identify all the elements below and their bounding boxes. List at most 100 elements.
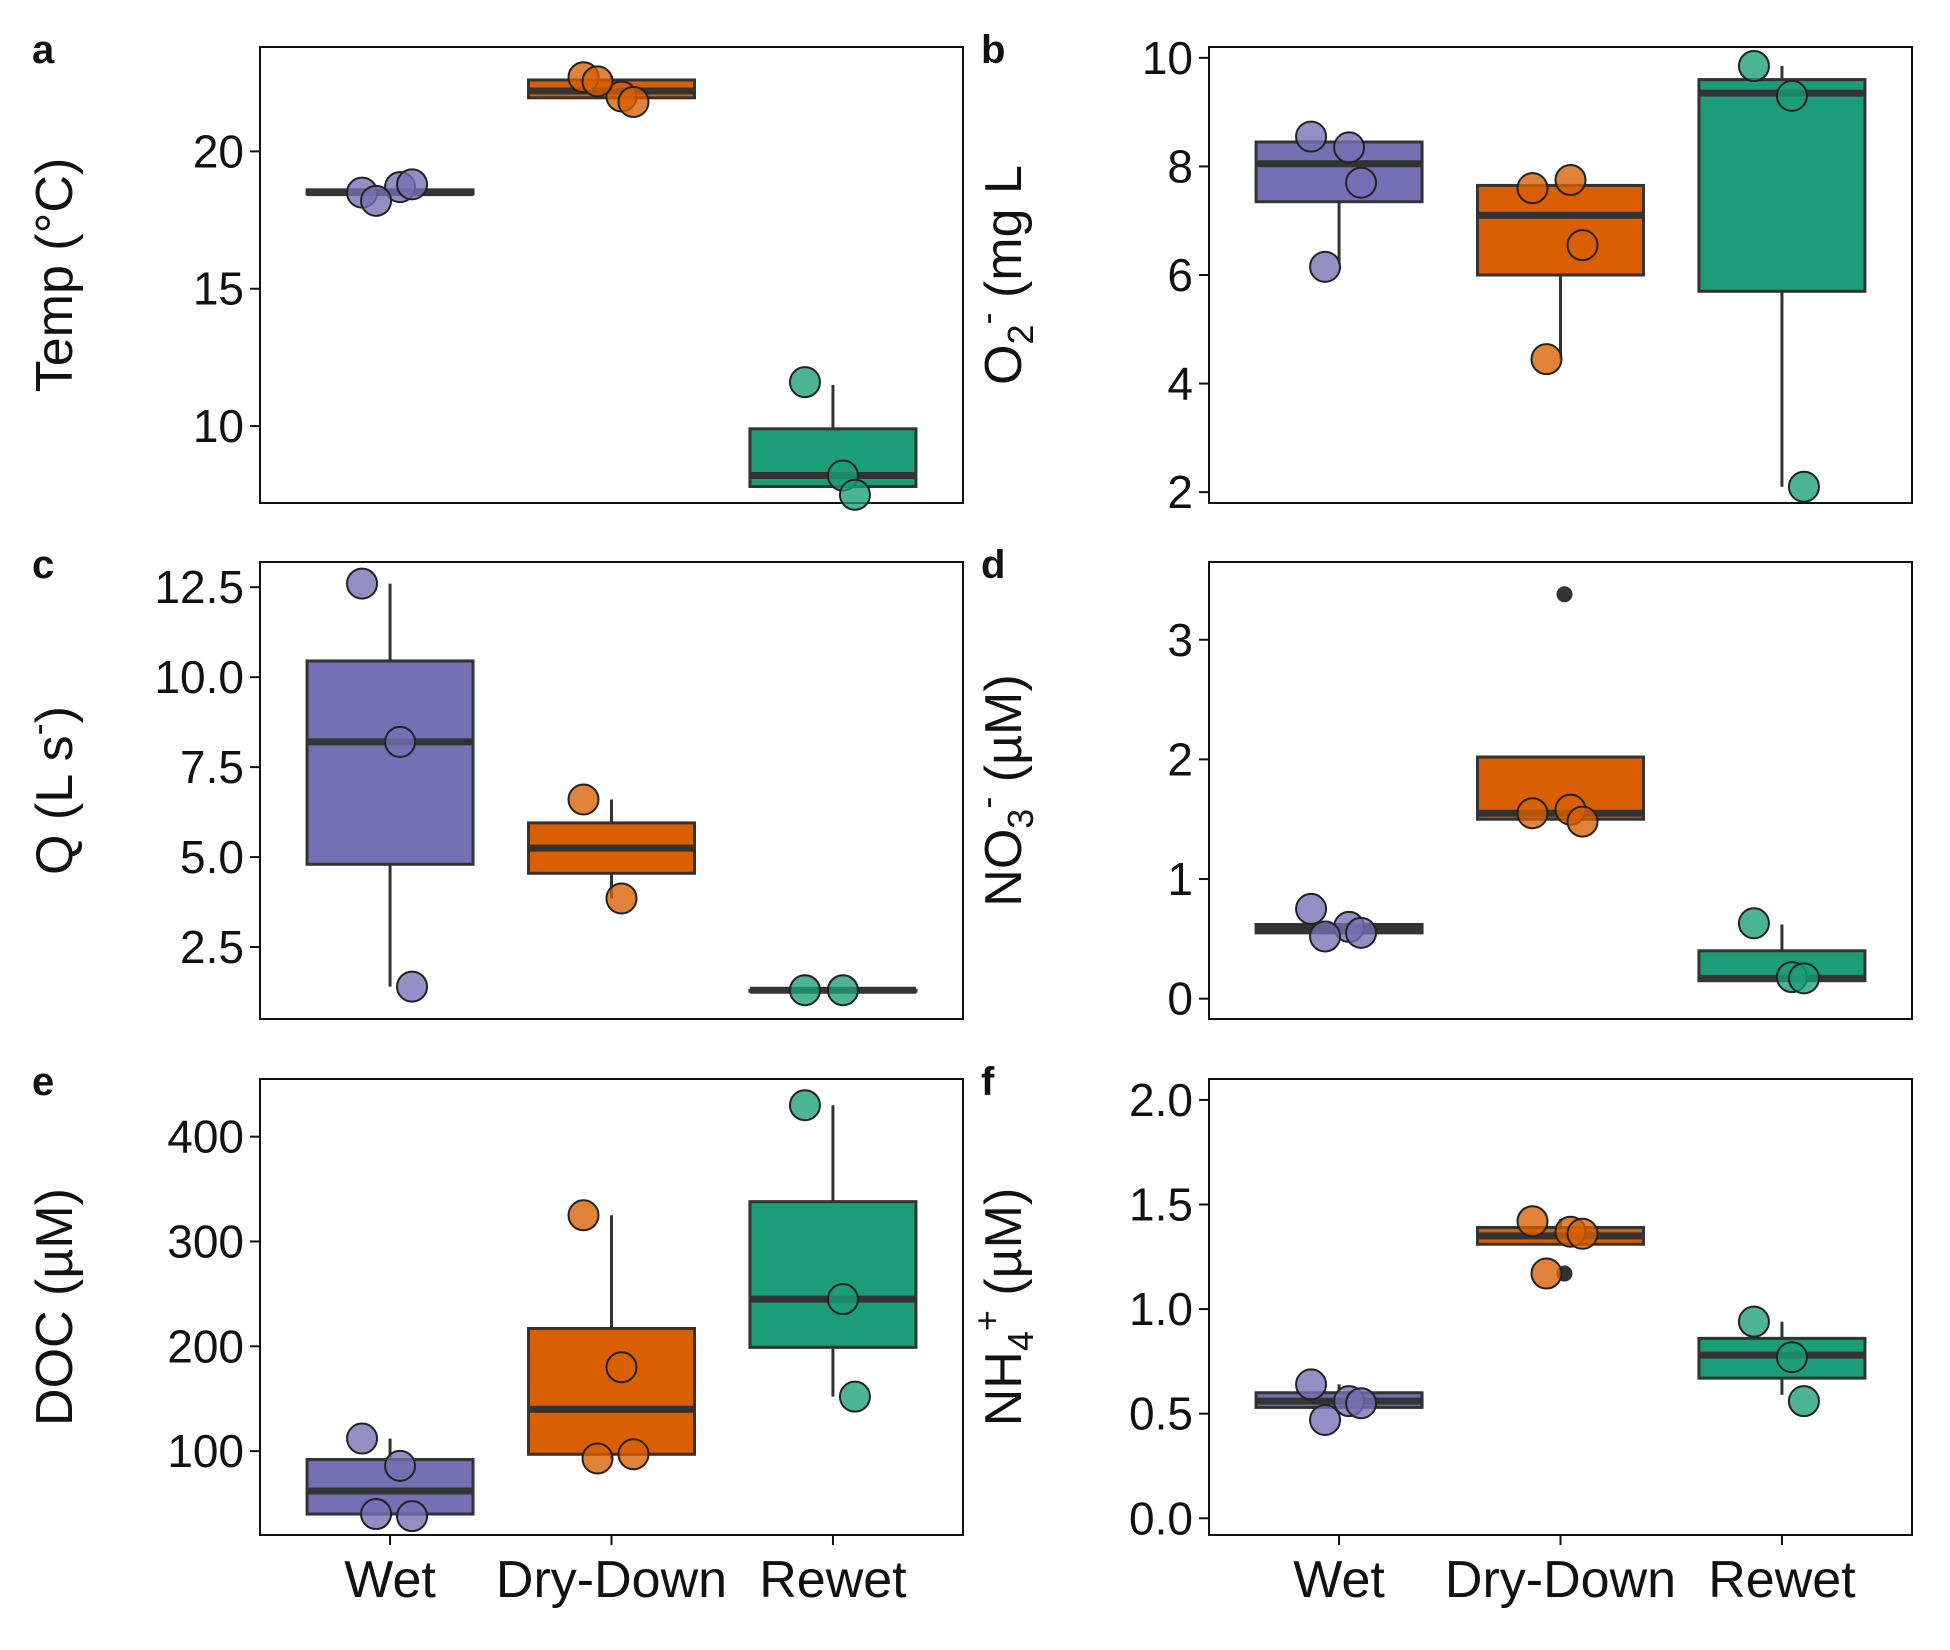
panel-c: c 2.5 5.0 7.5 10.0 12.5 Q (L s-) xyxy=(17,543,964,1020)
data-point xyxy=(1530,343,1563,376)
y-axis-label-sup: - xyxy=(17,723,58,735)
y-axis-label-base: Temp (°C) xyxy=(26,158,84,393)
box xyxy=(1476,183,1645,277)
panel-b: b 2 4 6 8 10 O2- (mg L xyxy=(966,28,1913,518)
y-tick-label: 2.0 xyxy=(1129,1074,1193,1126)
data-point xyxy=(605,882,638,915)
data-point xyxy=(788,974,821,1007)
y-axis-label-base: DOC (µM) xyxy=(26,1188,84,1426)
y-tick-label: 1 xyxy=(1167,853,1193,905)
plot-frame xyxy=(259,561,964,1020)
data-point xyxy=(1775,79,1808,112)
data-point xyxy=(1566,1217,1599,1250)
data-point xyxy=(1566,805,1599,838)
panel-letter: d xyxy=(981,543,1005,587)
y-axis-label-base: NO xyxy=(975,829,1033,907)
panel-letter: a xyxy=(32,28,55,72)
y-tick-label: 300 xyxy=(167,1215,244,1267)
data-point xyxy=(617,1438,650,1471)
box-group-wet xyxy=(305,168,475,217)
plot-frame xyxy=(259,46,964,504)
y-axis-label-sub: 2 xyxy=(1000,324,1041,344)
box-group-rewet xyxy=(1697,1305,1867,1418)
box-group-dry-down xyxy=(1476,164,1645,376)
y-axis-label: DOC (µM) xyxy=(26,1188,84,1426)
box xyxy=(748,1200,918,1349)
data-point xyxy=(346,567,379,600)
y-axis-label-rest: (µM) xyxy=(975,1188,1033,1310)
box xyxy=(1697,78,1867,293)
box-group-wet xyxy=(1254,120,1424,283)
x-tick-label: Dry-Down xyxy=(1445,1551,1676,1609)
data-point xyxy=(1554,164,1587,196)
box-group-rewet xyxy=(748,1089,918,1413)
data-point xyxy=(1345,166,1378,199)
y-axis-label-rest: (µM) xyxy=(975,674,1033,796)
x-tick-label: Rewet xyxy=(759,1551,907,1609)
data-point xyxy=(838,478,871,511)
y-tick-label: 100 xyxy=(167,1425,244,1477)
data-point xyxy=(826,974,859,1007)
x-tick-label: Rewet xyxy=(1708,1551,1856,1609)
y-axis-label: Q (L s-) xyxy=(17,706,84,875)
data-point xyxy=(1345,916,1378,949)
y-tick-label: 2 xyxy=(1167,466,1193,518)
data-point xyxy=(346,1422,379,1455)
x-tick-label: Wet xyxy=(1293,1551,1385,1609)
y-axis-label-base: O xyxy=(975,344,1033,384)
data-point xyxy=(360,184,393,217)
y-tick-label: 15 xyxy=(193,263,244,315)
panel-letter: f xyxy=(981,1060,995,1104)
data-point xyxy=(1345,1387,1378,1420)
y-tick-label: 12.5 xyxy=(154,561,244,613)
data-point xyxy=(396,1500,429,1533)
y-tick-label: 1.0 xyxy=(1129,1283,1193,1335)
data-point xyxy=(360,1498,393,1531)
box-group-dry-down xyxy=(527,783,696,915)
data-point xyxy=(605,1351,638,1384)
y-tick-label: 2.5 xyxy=(180,921,244,973)
y-tick-label: 6 xyxy=(1167,249,1193,301)
plot-frame xyxy=(1208,561,1913,1020)
data-point xyxy=(788,1089,821,1122)
y-tick-label: 8 xyxy=(1167,140,1193,192)
data-point xyxy=(1566,229,1599,262)
data-point xyxy=(1295,120,1328,153)
data-point xyxy=(1516,1205,1549,1238)
panel-letter: e xyxy=(32,1060,54,1104)
panel-e: e 100 200 300 400 DOC (µM) Wet Dry-Down Rewet xyxy=(26,1060,964,1609)
data-point xyxy=(1295,1368,1328,1401)
box xyxy=(305,659,475,866)
y-tick-label: 10 xyxy=(1142,32,1193,84)
data-point xyxy=(1333,131,1366,164)
data-point xyxy=(1775,1341,1808,1374)
data-point xyxy=(1787,1385,1820,1418)
y-tick-label: 2 xyxy=(1167,733,1193,785)
data-point xyxy=(396,168,429,201)
data-point xyxy=(581,65,614,98)
box-group-dry-down xyxy=(527,61,696,118)
y-axis-label: Temp (°C) xyxy=(26,158,84,393)
outlier-point xyxy=(1556,586,1573,603)
x-tick-label: Wet xyxy=(344,1551,436,1609)
y-axis-label: O2- (mg L xyxy=(966,165,1041,385)
y-tick-label: 1.5 xyxy=(1129,1179,1193,1231)
box-group-rewet xyxy=(748,974,918,1007)
y-axis-label-sub: 3 xyxy=(1000,809,1041,829)
y-tick-label: 10.0 xyxy=(154,651,244,703)
data-point xyxy=(826,1283,859,1316)
y-tick-label: 4 xyxy=(1167,358,1193,410)
y-axis-label: NO3- (µM) xyxy=(966,674,1041,906)
data-point xyxy=(1516,797,1549,830)
y-axis-label-base: Q (L s xyxy=(26,735,84,875)
panel-letter: b xyxy=(981,28,1005,72)
box-group-rewet xyxy=(1697,907,1867,995)
x-tick-label: Dry-Down xyxy=(496,1551,727,1609)
data-point xyxy=(384,1449,417,1482)
data-point xyxy=(1787,470,1820,503)
box-group-dry-down xyxy=(1476,1205,1645,1290)
box-group-dry-down xyxy=(527,1199,696,1475)
y-tick-label: 200 xyxy=(167,1320,244,1372)
